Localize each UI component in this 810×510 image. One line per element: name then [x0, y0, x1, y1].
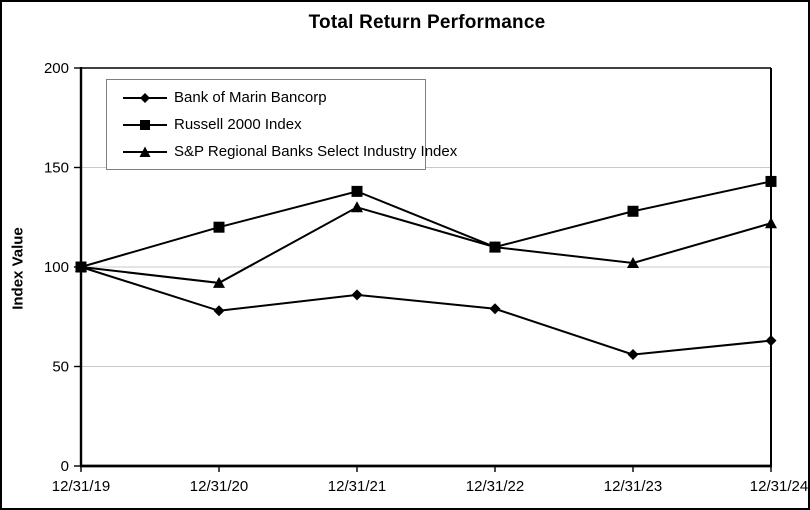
legend: Bank of Marin Bancorp Russell 2000 Index… — [106, 79, 457, 170]
legend-label: Bank of Marin Bancorp — [174, 89, 327, 106]
square-marker — [489, 241, 501, 253]
triangle-marker — [213, 276, 225, 288]
legend-label: S&P Regional Banks Select Industry Index — [174, 143, 458, 160]
series-line-0 — [80, 266, 772, 356]
x-tick-label: 12/31/19 — [52, 478, 110, 495]
square-marker — [213, 221, 225, 233]
square-marker-icon — [123, 119, 167, 130]
square-marker — [765, 175, 777, 187]
diamond-marker — [627, 349, 639, 361]
diamond-marker — [213, 305, 225, 317]
x-tick-label: 12/31/23 — [604, 478, 662, 495]
chart-title: Total Return Performance — [308, 12, 546, 33]
legend-item-bank-of-marin: Bank of Marin Bancorp — [123, 89, 425, 106]
diamond-marker — [765, 335, 777, 347]
square-marker — [75, 261, 87, 273]
square-marker — [351, 185, 363, 197]
y-tick-label: 100 — [44, 259, 69, 276]
legend-item-russell-2000: Russell 2000 Index — [123, 116, 425, 133]
y-tick-label: 150 — [44, 160, 69, 177]
triangle-marker — [765, 217, 777, 229]
x-tick-label: 12/31/21 — [328, 478, 386, 495]
x-tick-label: 12/31/24 — [750, 478, 808, 495]
triangle-marker — [351, 201, 363, 213]
triangle-marker — [627, 257, 639, 269]
square-marker — [627, 205, 639, 217]
legend-item-sp-regional-banks: S&P Regional Banks Select Industry Index — [123, 143, 457, 160]
triangle-marker-icon — [123, 146, 167, 157]
series-line-1 — [80, 180, 772, 268]
diamond-marker-icon — [123, 92, 167, 103]
diamond-marker — [489, 303, 501, 315]
series-line-2 — [80, 206, 772, 284]
x-tick-label: 12/31/20 — [190, 478, 248, 495]
x-tick-label: 12/31/22 — [466, 478, 524, 495]
y-tick-label: 0 — [61, 458, 69, 475]
y-tick-label: 50 — [52, 359, 69, 376]
y-tick-label: 200 — [44, 60, 69, 77]
legend-label: Russell 2000 Index — [174, 116, 302, 133]
diamond-marker — [351, 289, 363, 301]
